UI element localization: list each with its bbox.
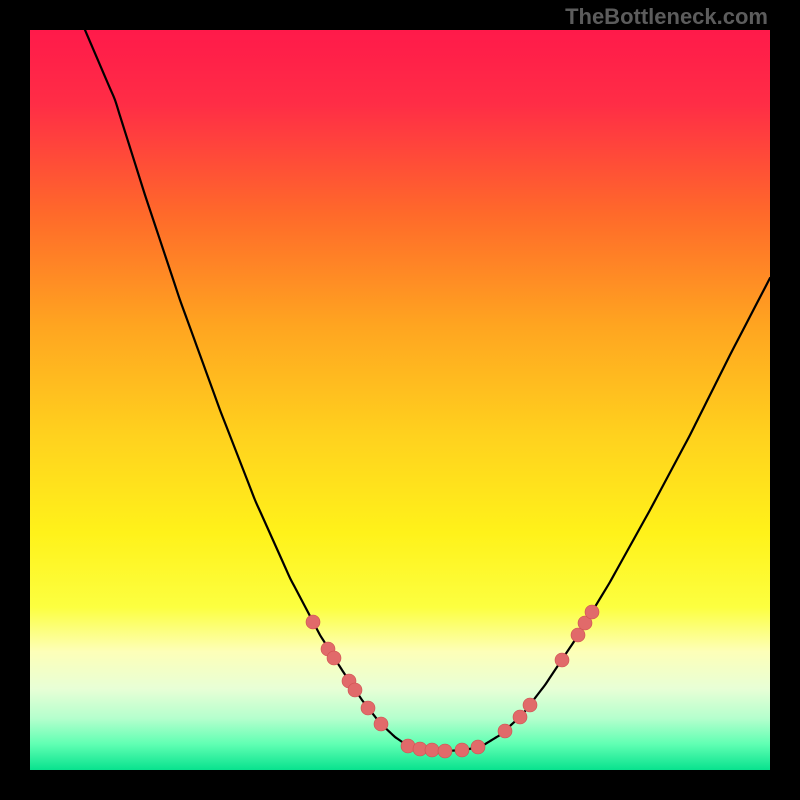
data-marker [471, 740, 485, 754]
data-marker [401, 739, 415, 753]
data-marker [498, 724, 512, 738]
data-marker [348, 683, 362, 697]
data-marker [327, 651, 341, 665]
data-marker [438, 744, 452, 758]
data-marker [571, 628, 585, 642]
data-marker [555, 653, 569, 667]
chart-frame: TheBottleneck.com [0, 0, 800, 800]
gradient-background [30, 30, 770, 770]
plot-area [30, 30, 770, 770]
data-marker [585, 605, 599, 619]
data-marker [306, 615, 320, 629]
data-marker [455, 743, 469, 757]
watermark-text: TheBottleneck.com [565, 4, 768, 30]
data-marker [361, 701, 375, 715]
data-marker [425, 743, 439, 757]
data-marker [374, 717, 388, 731]
data-marker [513, 710, 527, 724]
data-marker [523, 698, 537, 712]
